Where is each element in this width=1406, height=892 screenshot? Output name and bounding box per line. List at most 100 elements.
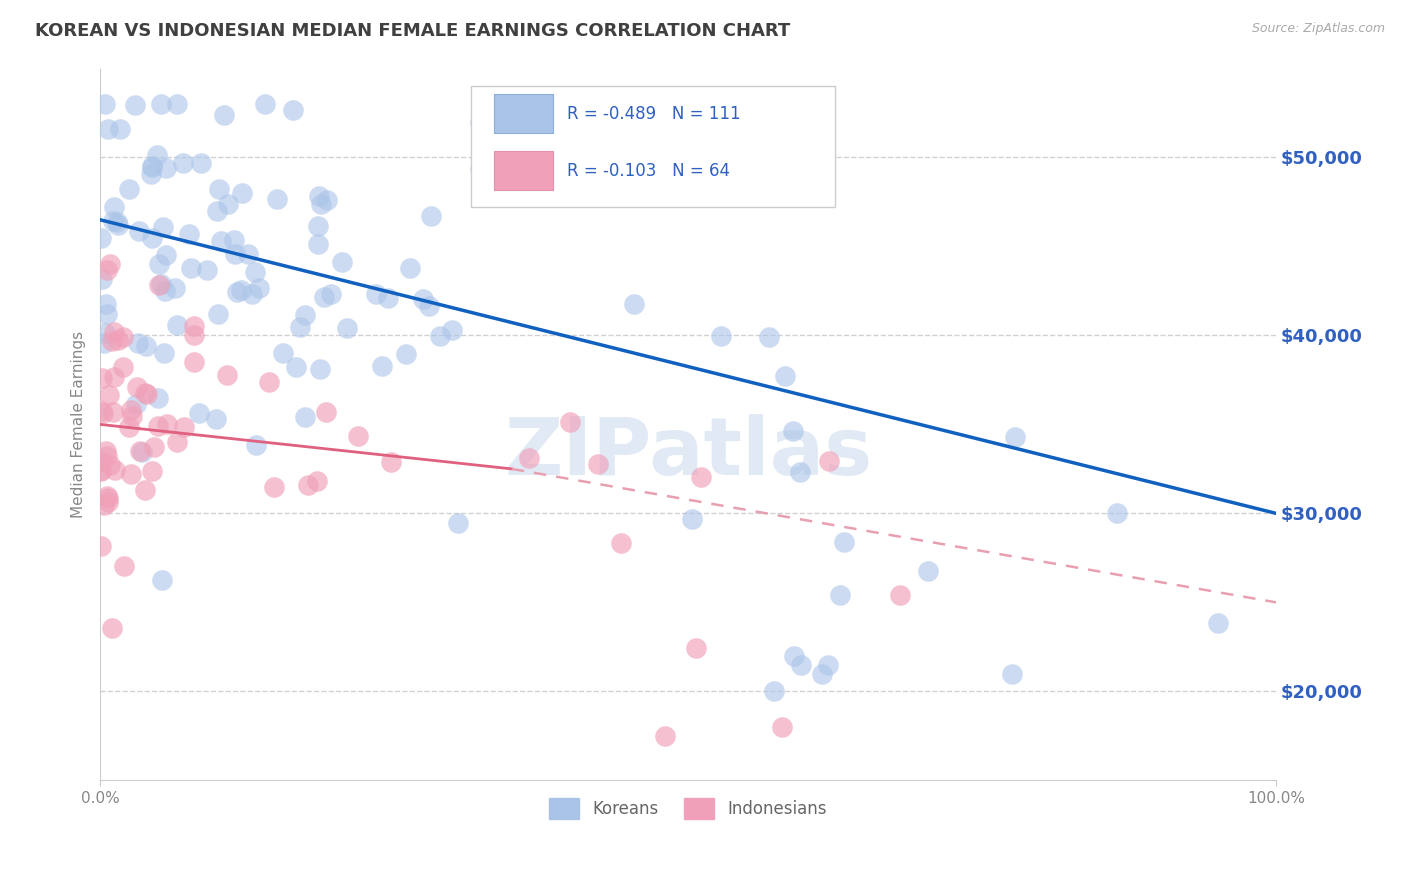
Point — [166, 318, 188, 333]
Point — [586, 457, 609, 471]
Point — [155, 161, 177, 175]
Point — [141, 231, 163, 245]
Point — [681, 511, 703, 525]
Point — [789, 465, 811, 479]
Point — [224, 247, 246, 261]
Point — [243, 264, 266, 278]
Point — [97, 491, 120, 505]
Point — [770, 720, 793, 734]
Point — [93, 498, 115, 512]
Point — [205, 203, 228, 218]
Point — [315, 193, 337, 207]
Point — [419, 209, 441, 223]
Point — [195, 263, 218, 277]
Point — [135, 339, 157, 353]
Point — [94, 443, 117, 458]
Point — [153, 345, 176, 359]
Point — [183, 355, 205, 369]
Point — [782, 424, 804, 438]
Point — [177, 227, 200, 242]
Point — [104, 463, 127, 477]
Point — [141, 159, 163, 173]
Point — [773, 368, 796, 383]
Point — [124, 97, 146, 112]
Point — [103, 201, 125, 215]
Point — [139, 167, 162, 181]
Point — [308, 189, 330, 203]
Point — [315, 405, 337, 419]
Point — [90, 463, 112, 477]
Point — [654, 729, 676, 743]
Point — [336, 321, 359, 335]
Text: Source: ZipAtlas.com: Source: ZipAtlas.com — [1251, 22, 1385, 36]
Text: KOREAN VS INDONESIAN MEDIAN FEMALE EARNINGS CORRELATION CHART: KOREAN VS INDONESIAN MEDIAN FEMALE EARNI… — [35, 22, 790, 40]
Point — [172, 155, 194, 169]
Point — [148, 278, 170, 293]
Point — [90, 454, 112, 468]
Point — [685, 640, 707, 655]
Point — [183, 319, 205, 334]
Y-axis label: Median Female Earnings: Median Female Earnings — [72, 331, 86, 518]
Point — [90, 231, 112, 245]
Point — [366, 287, 388, 301]
Point — [90, 271, 112, 285]
Point — [90, 539, 112, 553]
Point — [96, 307, 118, 321]
Point — [240, 287, 263, 301]
Point — [155, 285, 177, 299]
Point — [399, 261, 422, 276]
Point — [146, 418, 169, 433]
Point — [828, 588, 851, 602]
Point — [225, 285, 247, 299]
Point — [131, 445, 153, 459]
Point — [347, 429, 370, 443]
Point — [152, 220, 174, 235]
Point — [163, 280, 186, 294]
Point — [1105, 506, 1128, 520]
Point — [446, 516, 468, 531]
Point — [97, 388, 120, 402]
Point — [245, 438, 267, 452]
Point — [93, 97, 115, 112]
Point — [309, 361, 332, 376]
Legend: Koreans, Indonesians: Koreans, Indonesians — [543, 792, 834, 825]
Point — [208, 182, 231, 196]
Point — [307, 219, 329, 233]
Point — [217, 196, 239, 211]
Point — [96, 262, 118, 277]
Point — [889, 588, 911, 602]
Point — [429, 329, 451, 343]
Point — [127, 336, 149, 351]
Point — [418, 299, 440, 313]
Point — [832, 534, 855, 549]
Point — [257, 375, 280, 389]
Point — [817, 657, 839, 672]
Point — [247, 281, 270, 295]
Point — [96, 449, 118, 463]
Point — [91, 407, 114, 421]
Point — [101, 334, 124, 348]
Point — [811, 666, 834, 681]
Point — [190, 156, 212, 170]
Point — [118, 420, 141, 434]
Point — [377, 291, 399, 305]
Point — [231, 186, 253, 200]
Point — [136, 387, 159, 401]
Point — [111, 359, 134, 374]
Point — [97, 495, 120, 509]
Point — [166, 435, 188, 450]
Point — [112, 330, 135, 344]
Point — [440, 323, 463, 337]
Point — [297, 478, 319, 492]
Point — [207, 307, 229, 321]
Point — [100, 621, 122, 635]
Point — [150, 277, 173, 292]
Point — [319, 286, 342, 301]
Point — [93, 335, 115, 350]
FancyBboxPatch shape — [471, 87, 835, 207]
Point — [101, 405, 124, 419]
Point — [155, 248, 177, 262]
Point — [156, 417, 179, 432]
Point — [204, 412, 226, 426]
Point — [146, 391, 169, 405]
